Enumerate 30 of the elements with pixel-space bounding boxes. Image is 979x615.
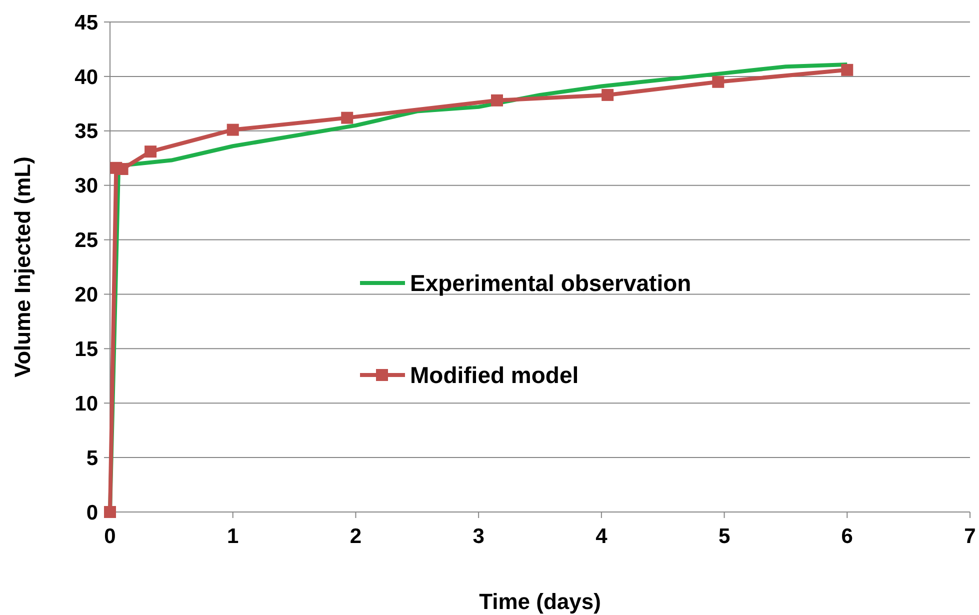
x-tick-label: 1: [227, 525, 240, 548]
y-tick-label: 45: [74, 11, 98, 34]
point: [104, 506, 116, 518]
y-tick-label: 0: [86, 501, 98, 524]
y-tick-label: 10: [74, 392, 98, 416]
x-tick-label: 6: [841, 525, 853, 548]
point: [712, 76, 724, 88]
point: [491, 94, 503, 106]
point: [841, 64, 854, 76]
legend-label: Modified model: [410, 362, 579, 388]
legend-label: Experimental observation: [410, 270, 692, 296]
y-tick-label: 5: [86, 446, 98, 470]
x-tick-label: 4: [596, 525, 608, 548]
point: [226, 124, 239, 136]
x-axis-title: Time (days): [479, 589, 601, 614]
point: [602, 88, 614, 101]
x-tick-label: 7: [964, 525, 976, 548]
x-tick-label: 2: [350, 525, 362, 548]
x-tick-label: 0: [104, 525, 116, 548]
y-tick-label: 30: [74, 174, 98, 198]
x-tick-label: 3: [472, 525, 484, 548]
y-axis-title: Volume Injected (mL): [10, 156, 35, 378]
point: [144, 146, 157, 158]
y-tick-label: 20: [74, 284, 98, 307]
x-tick-label: 5: [718, 525, 730, 548]
point: [341, 112, 354, 124]
y-tick-label: 35: [74, 120, 98, 144]
y-tick-label: 40: [74, 66, 98, 89]
y-tick-label: 15: [74, 338, 98, 362]
y-tick-label: 25: [74, 229, 98, 252]
